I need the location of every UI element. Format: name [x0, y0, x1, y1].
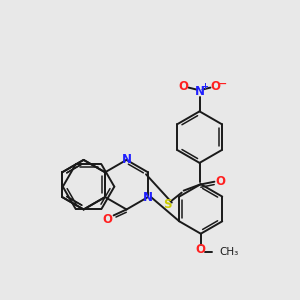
Text: N: N	[143, 190, 153, 204]
Text: O: O	[103, 213, 113, 226]
Text: O: O	[196, 243, 206, 256]
Text: S: S	[164, 198, 172, 211]
Text: N: N	[194, 85, 205, 98]
Text: O: O	[179, 80, 189, 93]
Text: O: O	[210, 80, 220, 93]
Text: O: O	[215, 175, 225, 188]
Text: −: −	[219, 79, 227, 88]
Text: N: N	[122, 153, 131, 167]
Text: CH₃: CH₃	[220, 247, 239, 256]
Text: +: +	[201, 82, 208, 91]
